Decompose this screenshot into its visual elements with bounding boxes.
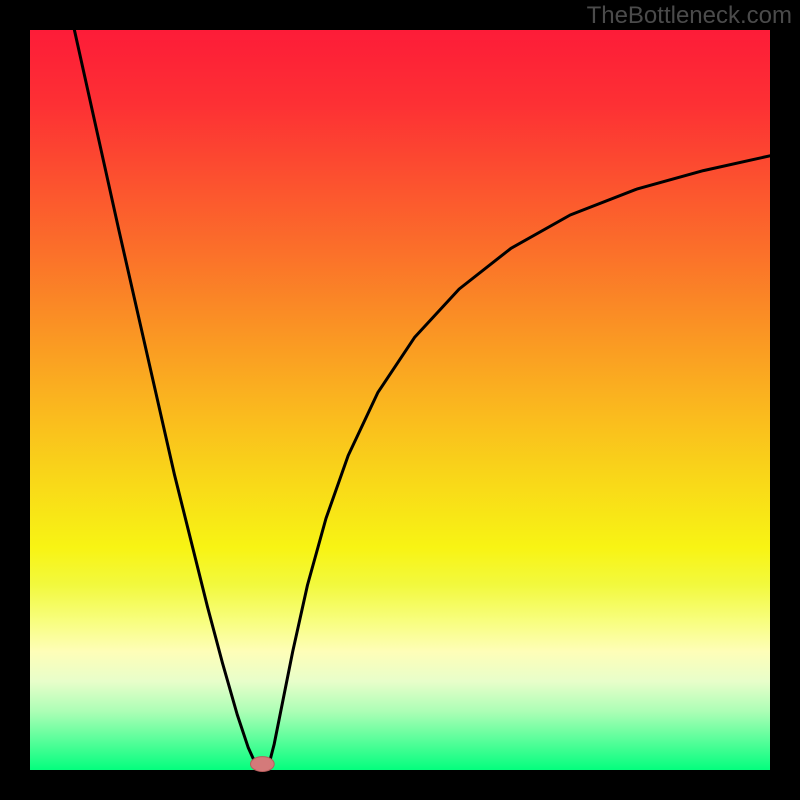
watermark-text: TheBottleneck.com <box>587 2 792 30</box>
plot-gradient-background <box>30 30 770 770</box>
bottleneck-chart <box>0 0 800 800</box>
optimum-marker <box>251 757 275 772</box>
chart-frame: TheBottleneck.com <box>0 0 800 800</box>
